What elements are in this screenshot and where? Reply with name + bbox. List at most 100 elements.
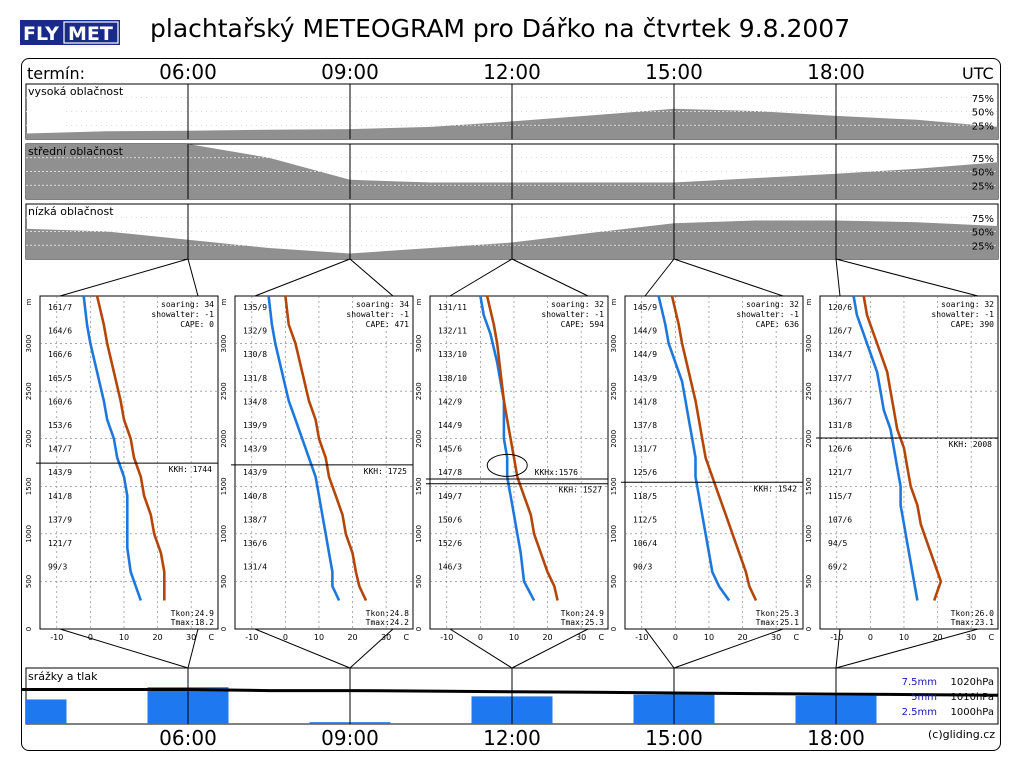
wind-label: 69/2: [828, 563, 847, 572]
tkon-value: Tkon:24.9: [171, 609, 215, 618]
sounding-ytick: 1500: [415, 477, 423, 495]
connector-line: [349, 258, 394, 297]
wind-label: 144/9: [438, 421, 462, 430]
sounding-ytick: 3000: [25, 335, 33, 353]
sounding-unit-m: m: [610, 298, 618, 305]
wind-label: 144/9: [633, 327, 657, 336]
sounding-xtick: 10: [314, 633, 324, 642]
cloud-ytick: 25%: [972, 121, 994, 132]
showalter-value: showalter: -1: [931, 310, 994, 319]
tkon-value: Tkon:24.8: [366, 609, 410, 618]
cloud-ytick: 50%: [972, 168, 994, 179]
wind-label: 132/11: [438, 327, 467, 336]
soaring-value: soaring: 32: [746, 300, 799, 309]
wind-label: 147/7: [48, 445, 72, 454]
sounding-xtick: C: [793, 633, 799, 642]
sounding-xtick: 10: [899, 633, 909, 642]
sounding-ytick: 500: [25, 575, 33, 588]
wind-label: 115/7: [828, 492, 852, 501]
sounding-xtick: 0: [478, 633, 483, 642]
sounding-xtick: 20: [542, 633, 552, 642]
sounding-ytick: 3000: [805, 335, 813, 353]
sounding-ytick: 1500: [610, 477, 618, 495]
soaring-value: soaring: 32: [551, 300, 604, 309]
cloud-ytick: 25%: [972, 181, 994, 192]
precip-legend-mm: 7.5mm: [902, 677, 937, 688]
sounding-ytick: 2500: [415, 382, 423, 400]
flymet-logo: FLY MET: [20, 20, 120, 45]
sounding-xtick: 30: [576, 633, 586, 642]
sounding-xtick: -10: [440, 633, 453, 642]
kkh-value: KKH: 1542: [754, 484, 798, 493]
cape-value: CAPE: 390: [951, 320, 995, 329]
time-top-1800: 18:00: [807, 60, 865, 84]
sounding-ytick: 3000: [610, 335, 618, 353]
connector-line: [349, 628, 394, 669]
sounding-xtick: 20: [737, 633, 747, 642]
tmax-value: Tmax:25.1: [756, 618, 800, 627]
pressure-legend-hpa: 1000hPa: [951, 707, 995, 718]
sounding-ytick: 1500: [25, 477, 33, 495]
sounding-xtick: 20: [932, 633, 942, 642]
cloud-panel-title: vysoká oblačnost: [28, 85, 124, 98]
wind-label: 145/6: [438, 445, 462, 454]
sounding-xtick: 0: [673, 633, 678, 642]
precip-pressure-panel: srážky a tlak 7.5mm 1020hPa 5mm 1010hPa 2.5mm…: [22, 667, 999, 725]
tmax-value: Tmax:25.3: [561, 618, 605, 627]
cloud-ytick: 75%: [972, 214, 994, 225]
sounding-ytick: 3000: [415, 335, 423, 353]
cloud-ytick: 75%: [972, 154, 994, 165]
sounding-ytick: 500: [220, 575, 228, 588]
connector-line: [187, 628, 199, 669]
wind-label: 161/7: [48, 303, 72, 312]
wind-label: 130/8: [243, 350, 267, 359]
sounding-xtick: 30: [771, 633, 781, 642]
sounding-xtick: 30: [381, 633, 391, 642]
wind-label: 90/3: [633, 563, 652, 572]
wind-label: 141/8: [48, 492, 72, 501]
cloud-ytick: 75%: [972, 94, 994, 105]
sounding-panel-0900: -10 0 10 20 30 C 3000 2500 2000 1500 1000 500 0 m 135/…: [220, 295, 414, 642]
cloud-panel-title: střední oblačnost: [28, 145, 124, 158]
kkhx-value: KKHx:1576: [535, 468, 579, 477]
kkh-value: KKH: 1527: [559, 486, 603, 495]
sounding-xtick: 30: [966, 633, 976, 642]
connector-line: [644, 258, 675, 297]
wind-label: 134/8: [243, 397, 267, 406]
wind-label: 164/6: [48, 327, 72, 336]
wind-label: 131/11: [438, 303, 467, 312]
wind-label: 136/7: [828, 397, 852, 406]
sounding-frame: [429, 295, 609, 630]
connector-line: [449, 258, 513, 297]
sounding-ytick: 1000: [220, 525, 228, 543]
wind-label: 126/7: [828, 327, 852, 336]
cloud-ytick: 50%: [972, 228, 994, 239]
precip-bar: [26, 699, 67, 724]
wind-label: 143/9: [243, 445, 267, 454]
connector-line: [835, 628, 979, 669]
sounding-ytick: 0: [610, 627, 618, 631]
tkon-value: Tkon:25.3: [756, 609, 800, 618]
wind-label: 143/9: [243, 468, 267, 477]
wind-label: 131/7: [633, 445, 657, 454]
temperature-curve: [862, 295, 943, 601]
sounding-ytick: 2000: [220, 430, 228, 448]
sounding-ytick: 2000: [25, 430, 33, 448]
dewpoint-curve: [479, 295, 536, 602]
pressure-legend-hpa: 1020hPa: [951, 677, 995, 688]
kkh-value: KKH: 1725: [364, 467, 408, 476]
wind-label: 141/8: [633, 397, 657, 406]
cloud-panel-title: nízká oblačnost: [28, 205, 114, 218]
showalter-value: showalter: -1: [151, 310, 214, 319]
connector-line: [673, 258, 784, 297]
wind-label: 165/5: [48, 374, 72, 383]
sounding-ytick: 2000: [415, 430, 423, 448]
sounding-panel-1800: -10 0 10 20 30 C 3000 2500 2000 1500 1000 500 0 m 120/…: [805, 295, 999, 642]
cloud-panel-1: vysoká oblačnost 75% 50% 25%: [25, 83, 999, 140]
wind-label: 137/8: [633, 421, 657, 430]
cloud-area: [26, 220, 998, 259]
wind-label: 140/8: [243, 492, 267, 501]
connector-line: [673, 628, 784, 669]
wind-label: 138/10: [438, 374, 467, 383]
